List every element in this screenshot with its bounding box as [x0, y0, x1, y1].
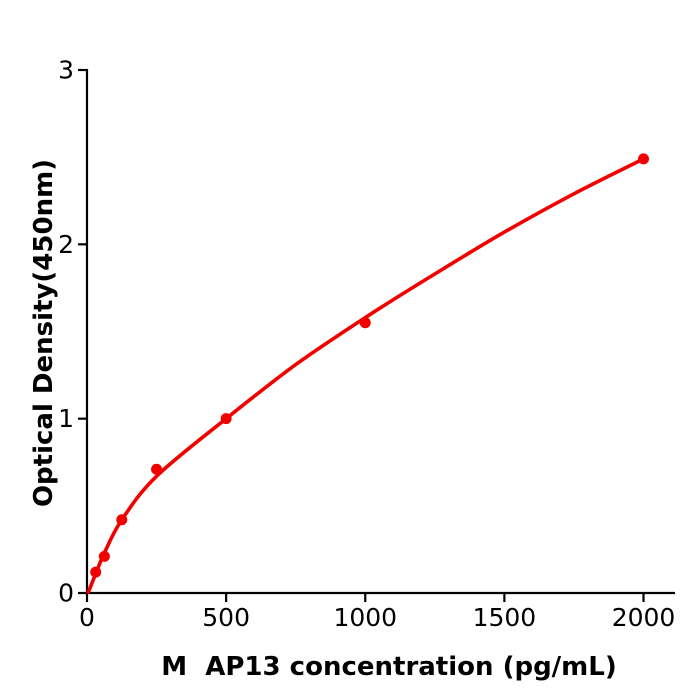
x-tick-label: 0	[79, 603, 95, 632]
y-tick-label: 3	[58, 56, 74, 85]
data-point	[359, 317, 371, 329]
x-tick-label: 1000	[333, 603, 397, 632]
data-point	[220, 413, 232, 425]
x-tick-label: 500	[202, 603, 250, 632]
x-tick-label: 2000	[612, 603, 676, 632]
x-axis-label: M AP13 concentration (pg/mL)	[161, 652, 617, 682]
data-point	[98, 550, 110, 562]
fit-curve	[86, 157, 646, 594]
y-tick-label: 0	[58, 579, 74, 608]
data-point	[90, 566, 102, 578]
y-axis-label: Optical Density(450nm)	[29, 158, 59, 508]
x-tick-label: 1500	[473, 603, 537, 632]
y-tick-label: 2	[58, 230, 74, 259]
data-point	[638, 153, 649, 165]
y-tick-label: 1	[58, 404, 74, 433]
data-point	[116, 514, 128, 526]
data-point	[151, 463, 163, 475]
